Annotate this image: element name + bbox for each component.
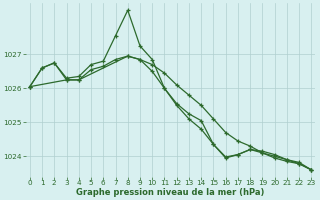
X-axis label: Graphe pression niveau de la mer (hPa): Graphe pression niveau de la mer (hPa) <box>76 188 265 197</box>
